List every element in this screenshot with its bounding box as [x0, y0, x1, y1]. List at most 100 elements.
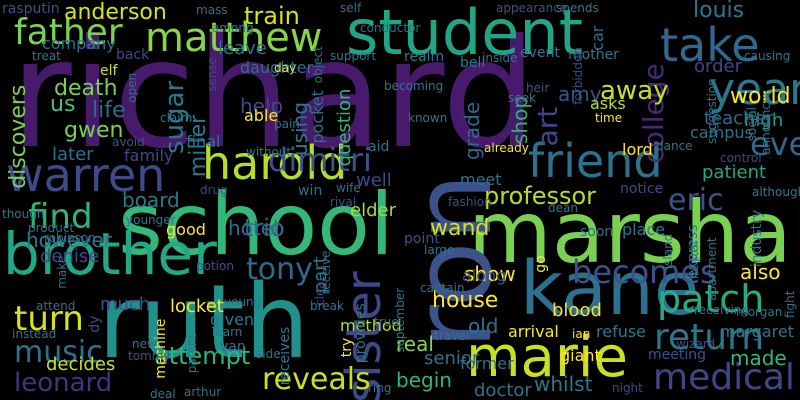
word-soon: soon [580, 224, 614, 240]
word-old: old [468, 314, 499, 338]
word-well: well [356, 170, 392, 191]
word-van: van [220, 339, 246, 355]
word-tommy: tommy [128, 349, 171, 363]
word-place: place [622, 220, 666, 239]
word-elf: elf [100, 63, 118, 79]
word-younger: younger [126, 213, 176, 227]
word-self: self [340, 1, 362, 15]
word-refuse: refuse [596, 322, 647, 341]
word-ian: ian [572, 327, 591, 341]
word-kane: kane [520, 246, 700, 332]
word-begin: begin [396, 368, 452, 392]
word-dy: dy [87, 315, 103, 333]
word-back: back [116, 47, 150, 63]
word-trio: trio [244, 214, 285, 242]
word-side: side [256, 347, 281, 361]
word-forbidden: forbidden [571, 47, 585, 105]
word-margaret: margaret [720, 322, 794, 341]
word-question: question [334, 88, 355, 167]
word-arrival: arrival [508, 322, 559, 341]
word-anderson: anderson [64, 0, 167, 25]
word-away: away [600, 76, 669, 106]
word-much: much [100, 294, 151, 315]
word-try: try [339, 337, 355, 358]
word-heir: heir [526, 81, 550, 95]
word-causing: causing [744, 49, 791, 63]
word-gwen: gwen [64, 118, 124, 143]
word-although: although [752, 185, 800, 199]
word-make: make [55, 255, 69, 289]
word-turn: turn [14, 299, 84, 339]
word-inside: inside [482, 51, 518, 65]
word-social: social [745, 106, 759, 142]
word-louis: louis [693, 0, 745, 23]
word-rival: rival [330, 195, 357, 209]
word-wife: wife [336, 181, 361, 195]
word-company: company [42, 34, 116, 53]
word-able: able [244, 106, 279, 125]
word-receiving: receiving [694, 303, 750, 317]
word-young: young [224, 295, 262, 309]
word-show: show [464, 262, 516, 286]
word-suggestion: suggestion [705, 78, 719, 144]
word-take: take [660, 18, 760, 72]
word-already: already [484, 141, 529, 155]
word-amy: amy [558, 82, 602, 106]
word-year: year [709, 64, 800, 115]
word-wand: wand [430, 216, 490, 241]
word-marie: marie [466, 325, 628, 390]
word-school: school [118, 175, 394, 275]
word-patient: patient [702, 162, 767, 183]
word-reveals: reveals [262, 362, 371, 397]
word-along: along [462, 266, 507, 285]
word-mother: mother [568, 47, 619, 63]
word-spends: spends [556, 1, 599, 15]
word-morgan: morgan [736, 305, 783, 319]
word-whilst: whilst [534, 372, 593, 396]
word-becomes: becomes [572, 253, 717, 291]
word-harold: harold [202, 136, 348, 190]
word-fight: fight [783, 290, 797, 319]
word-good: good [166, 220, 206, 239]
word-leave: leave [218, 38, 267, 59]
word-high: high [744, 110, 784, 131]
word-robinson: robinson [44, 231, 96, 245]
word-real: real [396, 332, 434, 356]
word-matthew: matthew [145, 15, 323, 61]
word-provides: provides [353, 303, 369, 364]
word-learn: learn [212, 325, 243, 339]
word-music: music [14, 335, 103, 370]
word-notice: notice [620, 181, 664, 197]
word-given: given [210, 310, 255, 329]
word-lord: lord [622, 140, 653, 159]
word-eric: eric [668, 183, 724, 218]
word-avoid: avoid [112, 135, 145, 149]
word-wizard: wizard [676, 337, 716, 351]
word-dean: dean [548, 201, 578, 215]
word-product: product [28, 221, 75, 235]
word-without: without [246, 145, 292, 159]
word-control: control [720, 151, 762, 165]
word-richard: richard [10, 8, 538, 182]
word-open: open [125, 72, 139, 103]
word-train: train [244, 2, 300, 30]
word-meet: meet [460, 170, 502, 189]
word-house: house [432, 288, 499, 313]
word-announces: announces [759, 89, 773, 155]
word-patch: patch [657, 277, 765, 321]
word-aid: aid [368, 139, 390, 155]
word-warren: warren [6, 148, 166, 202]
word-also: also [740, 260, 781, 284]
word-giant: giant [560, 346, 601, 365]
word-order: order [694, 56, 742, 77]
word-apartment: apartment [705, 237, 719, 301]
word-medical: medical [653, 357, 795, 398]
word-campus: campus [690, 123, 753, 142]
word-ruth: ruth [98, 263, 310, 382]
word-deal: deal [150, 387, 176, 400]
word-mass: mass [196, 3, 228, 17]
word-life: life [92, 98, 126, 123]
word-captain: captain [420, 281, 465, 295]
word-september: september [393, 287, 407, 353]
